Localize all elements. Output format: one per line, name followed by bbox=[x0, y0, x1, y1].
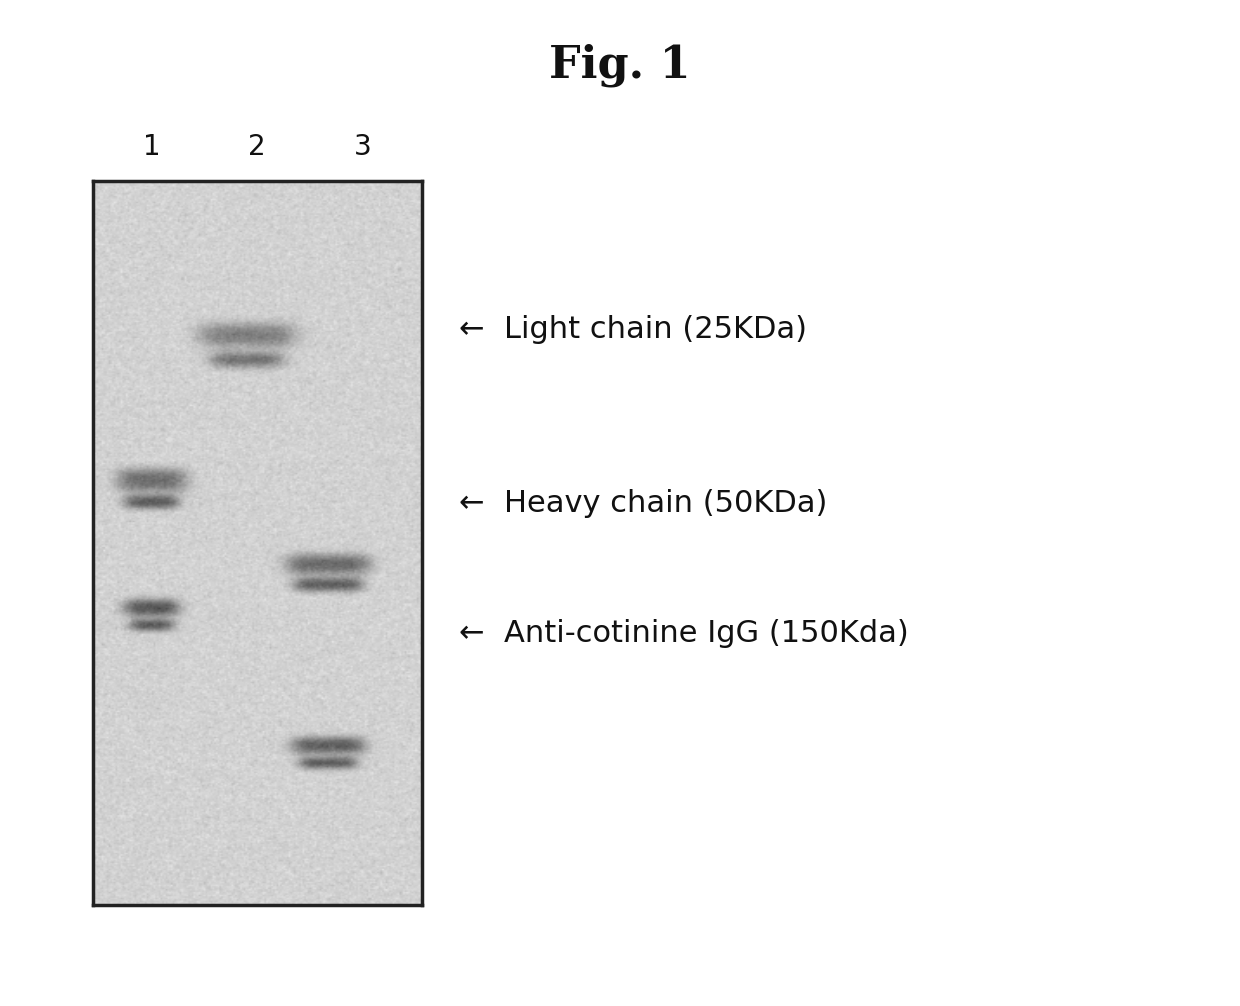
Text: Fig. 1: Fig. 1 bbox=[549, 43, 691, 88]
Text: ←  Heavy chain (50KDa): ← Heavy chain (50KDa) bbox=[459, 489, 827, 518]
Text: 2: 2 bbox=[248, 133, 267, 161]
Text: ←  Light chain (25KDa): ← Light chain (25KDa) bbox=[459, 315, 807, 344]
Text: ←  Anti-cotinine IgG (150Kda): ← Anti-cotinine IgG (150Kda) bbox=[459, 620, 909, 648]
Text: 1: 1 bbox=[144, 133, 161, 161]
Text: 3: 3 bbox=[353, 133, 371, 161]
